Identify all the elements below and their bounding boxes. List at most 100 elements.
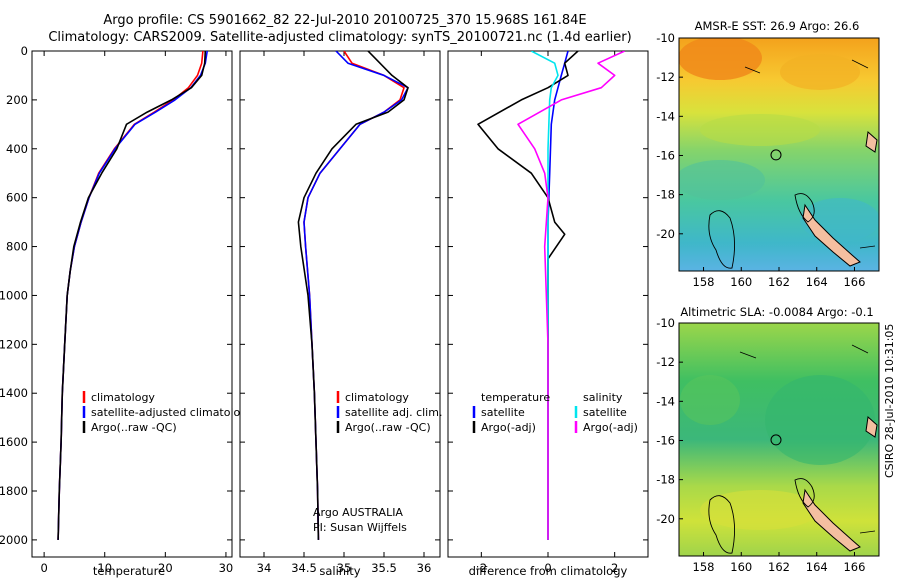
y-tick-label: 1800 (0, 484, 28, 498)
sla-map-field (679, 323, 879, 556)
depth-tick-labels: 0 200 400 600 800 1000 1200 1400 1600 1800 2000 (0, 44, 232, 547)
x-tick-label: 10 (97, 561, 112, 575)
map-y-tick-label: -18 (656, 188, 675, 202)
y-tick-label: 1200 (0, 337, 28, 351)
x-tick-label: 35.5 (371, 561, 397, 575)
difference-panel: -2 0 2 difference from climatology tempera… (447, 50, 649, 578)
sla-high-patch (700, 490, 820, 530)
x-tick-label: 34 (257, 561, 272, 575)
timestamp-credit: CSIRO 28-Jul-2010 10:31:05 (883, 324, 896, 478)
sst-mid-patch (700, 114, 820, 146)
map-x-tick-label: 164 (806, 560, 828, 574)
y-tick-label: 400 (6, 142, 28, 156)
salinity-legend: climatology satellite adj. clim. Argo(..… (336, 391, 442, 434)
sla-low-patch (680, 375, 740, 425)
legend-label-climatology: climatology (345, 391, 409, 404)
figure-title-line1: Argo profile: CS 5901662_82 22-Jul-2010 … (103, 13, 586, 28)
shoal-contour (739, 344, 876, 534)
sla-map-panel: Altimetric SLA: -0.0084 Argo: -0.1 158 16… (656, 305, 880, 574)
salinity-axes-box (239, 50, 441, 558)
map-x-tick-label: 166 (843, 275, 865, 289)
map-y-tick-label: -20 (656, 512, 675, 526)
legend-label-temp-satellite: satellite (481, 406, 525, 419)
y-tick-label: 800 (6, 240, 28, 254)
y-tick-label: 2000 (0, 533, 28, 547)
sst-warm-patch (679, 38, 762, 80)
island-landmass (865, 131, 878, 153)
argo-location-marker (770, 434, 782, 446)
series-line-argo-raw-qc- (57, 51, 207, 540)
map-y-tick-label: -16 (656, 433, 675, 447)
y-tick-label: 0 (21, 44, 28, 58)
reef-contour (708, 210, 735, 269)
new-caledonia-landmass (802, 203, 861, 267)
legend-label-sal-argo: Argo(-adj) (583, 421, 638, 434)
float-pi-label: PI: Susan Wijffels (313, 521, 407, 534)
y-tick-label: 1600 (0, 435, 28, 449)
series-line-salinity-argo-adj- (517, 51, 626, 540)
salinity-series (297, 51, 409, 540)
map-x-tick-label: 162 (768, 275, 790, 289)
legend-label-sal-satellite: satellite (583, 406, 627, 419)
x-tick-label: 36 (417, 561, 432, 575)
new-caledonia-landmass (802, 488, 861, 552)
series-line-salinity-satellite (530, 51, 559, 540)
legend-label-temp-argo: Argo(-adj) (481, 421, 536, 434)
legend-label-satellite: satellite-adjusted climatology (91, 406, 254, 419)
x-tick-label: 2 (611, 561, 618, 575)
map-y-tick-label: -12 (656, 355, 675, 369)
salinity-tick-labels: 34 34.5 35 35.5 36 (240, 50, 440, 575)
y-tick-label: 1000 (0, 288, 28, 302)
reef-contour (794, 193, 815, 223)
map-x-tick-label: 164 (806, 275, 828, 289)
x-tick-label: 0 (544, 561, 551, 575)
sla-map-title: Altimetric SLA: -0.0084 Argo: -0.1 (680, 305, 873, 319)
map-x-tick-label: 166 (843, 560, 865, 574)
shoal-contour (744, 59, 876, 249)
map-x-tick-label: 158 (693, 560, 715, 574)
y-tick-label: 200 (6, 93, 28, 107)
temperature-axes-box (31, 50, 233, 558)
difference-legend: temperature satellite Argo(-adj) salinit… (472, 391, 638, 434)
sst-map-tick-labels: 158 160 162 164 166 -10 -12 -14 -16 -18 -20 (656, 31, 865, 289)
salinity-xlabel: salinity (319, 564, 360, 578)
salinity-panel: 34 34.5 35 35.5 36 salinity climatology sate… (239, 50, 442, 578)
y-tick-label: 1400 (0, 386, 28, 400)
legend-heading-salinity: salinity (583, 391, 623, 404)
legend-label-argo: Argo(..raw -QC) (345, 421, 431, 434)
difference-series (477, 51, 626, 540)
map-x-tick-label: 162 (768, 560, 790, 574)
map-y-tick-label: -10 (656, 316, 675, 330)
x-tick-label: 0 (40, 561, 47, 575)
x-tick-label: 20 (158, 561, 173, 575)
sst-map-panel: AMSR-E SST: 26.9 Argo: 26.6 158 160 162 164… (656, 19, 880, 289)
y-tick-label: 600 (6, 191, 28, 205)
sst-map-field (679, 38, 879, 271)
x-tick-label: -2 (476, 561, 487, 575)
series-line-argo-raw-qc- (297, 51, 409, 540)
island-landmass (865, 416, 878, 438)
figure-title-line2: Climatology: CARS2009. Satellite-adjuste… (48, 30, 631, 45)
x-tick-label: 35 (337, 561, 352, 575)
sla-map-tick-labels: 158 160 162 164 166 -10 -12 -14 -16 -18 -20 (656, 316, 865, 574)
map-x-tick-label: 158 (693, 275, 715, 289)
temperature-xlabel: temperature (93, 564, 165, 578)
float-program-label: Argo AUSTRALIA (313, 506, 403, 519)
difference-xlabel: difference from climatology (469, 564, 628, 578)
map-y-tick-label: -12 (656, 70, 675, 84)
series-line-temperature-argo-adj- (477, 51, 579, 540)
temperature-series (57, 51, 208, 540)
map-x-tick-label: 160 (730, 275, 752, 289)
map-y-tick-label: -20 (656, 227, 675, 241)
legend-label-climatology: climatology (91, 391, 155, 404)
reef-contour (708, 495, 735, 554)
map-y-tick-label: -14 (656, 109, 675, 123)
sst-warm-patch (780, 54, 860, 90)
map-y-tick-label: -10 (656, 31, 675, 45)
map-y-tick-label: -18 (656, 473, 675, 487)
sst-map-title: AMSR-E SST: 26.9 Argo: 26.6 (695, 19, 860, 33)
reef-contour (794, 478, 815, 508)
map-x-tick-label: 160 (730, 560, 752, 574)
map-y-tick-label: -16 (656, 148, 675, 162)
